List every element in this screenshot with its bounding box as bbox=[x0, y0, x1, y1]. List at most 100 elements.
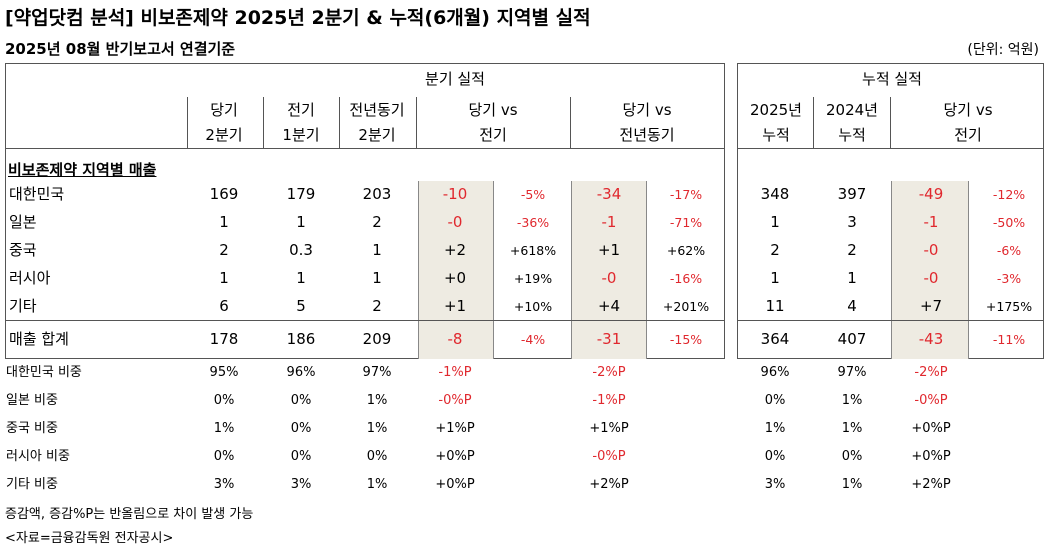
table-cell-c-d: -0 bbox=[923, 241, 939, 259]
table-cell-d-prev: -10 bbox=[442, 185, 468, 203]
table-cell-q-yoy: 2 bbox=[372, 213, 382, 231]
ratio-cell-q-yoy: 1% bbox=[366, 393, 388, 408]
total-cell-p-prev: -4% bbox=[520, 332, 546, 347]
table-cell-q-prev: 0.3 bbox=[289, 241, 313, 259]
region-label: 중국 bbox=[9, 241, 37, 259]
total-cell-q-cur: 178 bbox=[209, 330, 239, 348]
ratio-cell-q-prev: 0% bbox=[290, 449, 312, 464]
table-cell-q-cur: 169 bbox=[209, 185, 239, 203]
col-divider bbox=[263, 97, 264, 148]
table-cell-p-yoy: +201% bbox=[662, 299, 710, 314]
table-cell-d-prev: -0 bbox=[447, 213, 463, 231]
table-cell-q-yoy: 2 bbox=[372, 297, 382, 315]
table-cell-p-prev: -5% bbox=[520, 187, 546, 202]
report-title: [약업닷컴 분석] 비보존제약 2025년 2분기 & 누적(6개월) 지역별 … bbox=[5, 7, 591, 29]
ratio-cell-d-yoy: -2%P bbox=[592, 365, 626, 380]
table-cell-q-yoy: 203 bbox=[362, 185, 392, 203]
table-cell-p-yoy: +62% bbox=[666, 243, 706, 258]
table-cell-q-prev: 179 bbox=[286, 185, 316, 203]
ratio-cell-q-prev: 0% bbox=[290, 421, 312, 436]
table-cell-q-cur: 1 bbox=[219, 213, 229, 231]
ratio-cell-c-cur: 0% bbox=[764, 449, 786, 464]
total-label: 매출 합계 bbox=[9, 330, 69, 348]
ratio-cell-c-cur: 0% bbox=[764, 393, 786, 408]
col-header-q-cur-2: 2분기 bbox=[205, 126, 243, 144]
col-header-c-prev-2: 누적 bbox=[838, 126, 866, 144]
ratio-label: 대한민국 비중 bbox=[6, 365, 82, 380]
ratio-cell-c-prev: 1% bbox=[841, 393, 863, 408]
total-cell-d-yoy: -31 bbox=[596, 330, 622, 348]
ratio-cell-c-d: -2%P bbox=[914, 365, 948, 380]
table-cell-d-yoy: +4 bbox=[597, 297, 621, 315]
table-cell-q-yoy: 1 bbox=[372, 269, 382, 287]
col-header-q-prev-2: 1분기 bbox=[282, 126, 320, 144]
table-cell-q-yoy: 1 bbox=[372, 241, 382, 259]
table-cell-p-yoy: -17% bbox=[669, 187, 703, 202]
col-header-q-vs-prev-2: 전기 bbox=[479, 126, 507, 144]
col-header-q-vs-yoy-1: 당기 vs bbox=[622, 101, 672, 119]
ratio-cell-d-prev: +0%P bbox=[435, 449, 475, 464]
table-cell-q-cur: 1 bbox=[219, 269, 229, 287]
total-rule-quarter bbox=[5, 320, 725, 321]
ratio-cell-d-yoy: +1%P bbox=[589, 421, 629, 436]
header-rule-cumulative bbox=[737, 148, 1044, 149]
total-cell-c-prev: 407 bbox=[837, 330, 867, 348]
cumulative-table-frame bbox=[737, 63, 1044, 359]
table-cell-q-prev: 5 bbox=[296, 297, 306, 315]
table-cell-c-p: +175% bbox=[985, 299, 1033, 314]
ratio-cell-d-yoy: +2%P bbox=[589, 477, 629, 492]
shade-c-vs bbox=[891, 181, 969, 359]
table-cell-c-cur: 1 bbox=[770, 213, 780, 231]
ratio-cell-q-prev: 96% bbox=[286, 365, 316, 380]
col-header-q-yoy-1: 전년동기 bbox=[349, 101, 405, 119]
shade-q-vs-yoy bbox=[571, 181, 647, 359]
table-cell-c-d: -0 bbox=[923, 269, 939, 287]
ratio-cell-c-d: +2%P bbox=[911, 477, 951, 492]
col-divider bbox=[339, 97, 340, 148]
ratio-label: 중국 비중 bbox=[6, 421, 58, 436]
col-header-q-cur-1: 당기 bbox=[210, 101, 238, 119]
table-cell-d-yoy: -0 bbox=[601, 269, 617, 287]
total-cell-d-prev: -8 bbox=[447, 330, 463, 348]
ratio-cell-c-prev: 97% bbox=[837, 365, 867, 380]
header-rule-quarter bbox=[5, 148, 725, 149]
ratio-cell-d-yoy: -1%P bbox=[592, 393, 626, 408]
ratio-cell-c-cur: 3% bbox=[764, 477, 786, 492]
region-label: 일본 bbox=[9, 213, 37, 231]
ratio-cell-q-yoy: 0% bbox=[366, 449, 388, 464]
total-cell-c-p: -11% bbox=[992, 332, 1026, 347]
report-subtitle: 2025년 08월 반기보고서 연결기준 bbox=[5, 40, 236, 58]
ratio-label: 기타 비중 bbox=[6, 477, 58, 492]
col-header-q-vs-prev-1: 당기 vs bbox=[468, 101, 518, 119]
table-cell-d-yoy: -1 bbox=[601, 213, 617, 231]
ratio-cell-c-prev: 1% bbox=[841, 477, 863, 492]
table-cell-p-prev: +19% bbox=[513, 271, 553, 286]
col-header-c-cur-1: 2025년 bbox=[750, 101, 802, 119]
table-cell-c-p: -6% bbox=[996, 243, 1022, 258]
ratio-cell-q-yoy: 97% bbox=[362, 365, 392, 380]
region-label: 러시아 bbox=[9, 269, 51, 287]
quarter-group-header: 분기 실적 bbox=[425, 70, 485, 88]
total-cell-q-yoy: 209 bbox=[362, 330, 392, 348]
table-cell-q-cur: 2 bbox=[219, 241, 229, 259]
total-cell-c-d: -43 bbox=[918, 330, 944, 348]
table-cell-d-prev: +2 bbox=[443, 241, 467, 259]
ratio-cell-q-cur: 3% bbox=[213, 477, 235, 492]
table-cell-q-prev: 1 bbox=[296, 213, 306, 231]
table-cell-c-prev: 2 bbox=[847, 241, 857, 259]
table-cell-p-prev: +10% bbox=[513, 299, 553, 314]
ratio-cell-q-prev: 3% bbox=[290, 477, 312, 492]
ratio-label: 러시아 비중 bbox=[6, 449, 70, 464]
ratio-cell-c-cur: 1% bbox=[764, 421, 786, 436]
cumulative-group-header: 누적 실적 bbox=[862, 70, 922, 88]
table-cell-p-prev: +618% bbox=[509, 243, 557, 258]
table-cell-c-cur: 11 bbox=[765, 297, 785, 315]
table-cell-c-d: +7 bbox=[919, 297, 943, 315]
table-cell-c-cur: 348 bbox=[760, 185, 790, 203]
col-header-c-cur-2: 누적 bbox=[762, 126, 790, 144]
col-divider bbox=[570, 97, 571, 148]
col-header-q-vs-yoy-2: 전년동기 bbox=[619, 126, 675, 144]
col-header-q-prev-1: 전기 bbox=[287, 101, 315, 119]
ratio-cell-q-prev: 0% bbox=[290, 393, 312, 408]
table-cell-c-p: -12% bbox=[992, 187, 1026, 202]
